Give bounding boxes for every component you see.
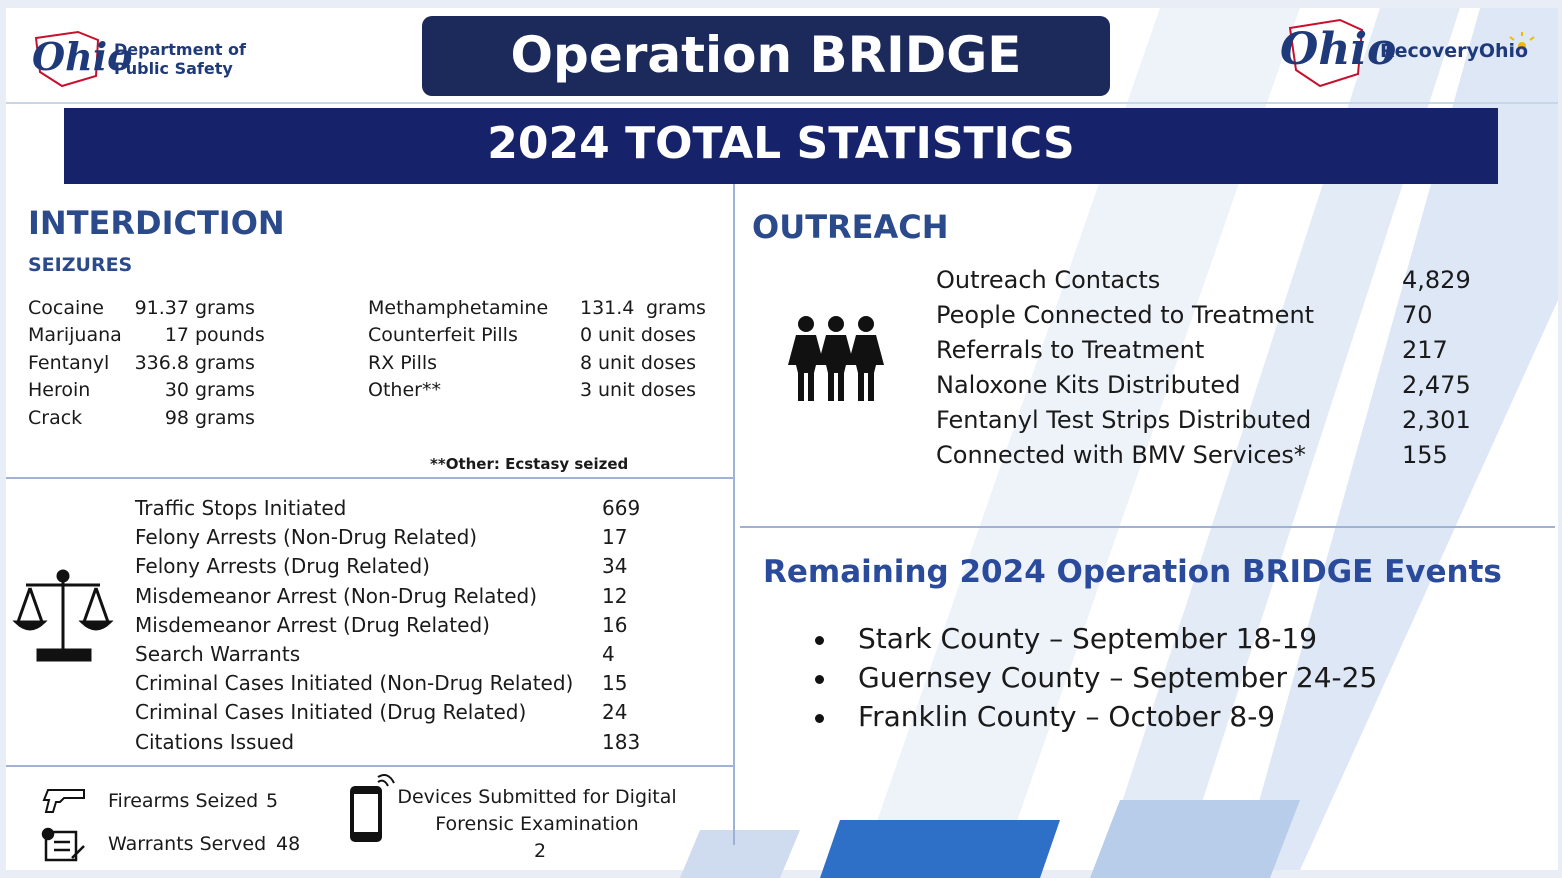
seizure-amount: 17 (164, 324, 189, 347)
stat-value: 2,475 (1402, 371, 1471, 399)
seizure-amount: 0 (580, 324, 593, 347)
stat-label: Devices Submitted for Digital (397, 786, 677, 808)
stat-label: Criminal Cases Initiated (Non-Drug Relat… (135, 671, 574, 696)
seizure-unit: grams (195, 297, 255, 319)
seizure-name: Methamphetamine (368, 297, 549, 319)
stat-label: Criminal Cases Initiated (Drug Related) (135, 700, 527, 725)
logo-mark: Ohio (1280, 24, 1397, 75)
logo-text: Public Safety (114, 59, 233, 78)
stat-value: 15 (602, 671, 628, 696)
bullet (815, 636, 824, 645)
footnote: **Other: Ecstasy seized (430, 455, 629, 473)
stat-label: Firearms Seized (108, 790, 259, 812)
stat-value: 2 (533, 840, 547, 862)
seizure-amount: 8 (580, 351, 593, 374)
event-item: Franklin County – October 8-9 (858, 700, 1276, 733)
seizure-name: Marijuana (28, 324, 122, 347)
seizure-unit: grams (195, 406, 255, 429)
seizure-name: Heroin (28, 379, 91, 402)
stat-label: Connected with BMV Services* (936, 441, 1306, 469)
gun-icon (42, 789, 85, 813)
stat-value: 34 (602, 554, 628, 579)
stat-label: Forensic Examination (435, 813, 639, 835)
stat-label: Citations Issued (135, 729, 295, 754)
seizure-unit: unit doses (598, 324, 697, 347)
stat-value: 24 (602, 700, 628, 725)
stat-value: 217 (1402, 336, 1448, 364)
people-icon (788, 316, 884, 401)
stat-label: Felony Arrests (Drug Related) (135, 554, 430, 579)
logo-text: Department of (114, 40, 247, 59)
bullet (815, 714, 824, 723)
seizure-name: Cocaine (28, 297, 104, 319)
stat-label: Warrants Served (108, 833, 267, 855)
stat-value: 12 (602, 583, 628, 608)
stat-value: 4,829 (1402, 266, 1471, 294)
event-item: Stark County – September 18-19 (858, 622, 1318, 655)
warrant-icon (41, 827, 85, 862)
section-heading: OUTREACH (752, 208, 949, 246)
stat-label: Fentanyl Test Strips Distributed (936, 406, 1312, 434)
stat-label: Outreach Contacts (936, 266, 1161, 294)
seizure-unit: grams (195, 351, 255, 374)
seizure-amount: 3 (580, 379, 593, 402)
stat-value: 48 (276, 833, 301, 855)
seizure-name: RX Pills (368, 351, 438, 374)
seizure-name: Fentanyl (28, 351, 110, 374)
event-item: Guernsey County – September 24-25 (858, 661, 1378, 694)
seizure-amount: 131.4 (580, 297, 635, 319)
stat-value: 17 (602, 525, 628, 550)
stat-value: 155 (1402, 441, 1448, 469)
stat-value: 16 (602, 612, 628, 637)
stat-value: 5 (266, 790, 279, 812)
seizure-unit: pounds (195, 324, 265, 347)
seizure-name: Other** (368, 379, 441, 402)
stat-value: 2,301 (1402, 406, 1471, 434)
stat-label: Referrals to Treatment (936, 336, 1205, 364)
stat-label: Search Warrants (135, 642, 301, 666)
stat-label: Traffic Stops Initiated (135, 496, 347, 520)
title: Operation BRIDGE (510, 26, 1022, 84)
stat-value: 70 (1402, 301, 1433, 329)
section-heading: INTERDICTION (28, 204, 285, 242)
seizure-amount: 91.37 (134, 297, 189, 319)
seizure-amount: 30 (164, 379, 189, 402)
bullet (815, 675, 824, 684)
seizure-amount: 336.8 (134, 351, 189, 374)
phone-icon (350, 774, 395, 842)
logo-mark: Ohio (32, 34, 133, 79)
stat-label: Misdemeanor Arrest (Non-Drug Related) (135, 583, 538, 608)
stat-label: Naloxone Kits Distributed (936, 371, 1241, 399)
seizure-unit: grams (646, 297, 706, 319)
stat-value: 4 (602, 642, 615, 666)
seizure-unit: grams (195, 379, 255, 402)
banner: 2024 TOTAL STATISTICS (487, 118, 1075, 169)
seizure-unit: unit doses (598, 351, 697, 374)
stat-label: Misdemeanor Arrest (Drug Related) (135, 612, 490, 637)
stat-value: 183 (602, 729, 641, 754)
seizure-unit: unit doses (598, 379, 697, 402)
stat-value: 669 (602, 496, 641, 520)
seizure-amount: 98 (164, 406, 189, 429)
section-heading: Remaining 2024 Operation BRIDGE Events (763, 554, 1502, 590)
stat-label: People Connected to Treatment (936, 301, 1315, 329)
seizure-name: Crack (28, 406, 83, 429)
section-subheading: SEIZURES (28, 254, 133, 276)
stat-label: Felony Arrests (Non-Drug Related) (135, 525, 478, 550)
scales-icon (12, 569, 114, 662)
seizure-name: Counterfeit Pills (368, 324, 518, 347)
logo-text: RecoveryOhio (1380, 40, 1529, 62)
